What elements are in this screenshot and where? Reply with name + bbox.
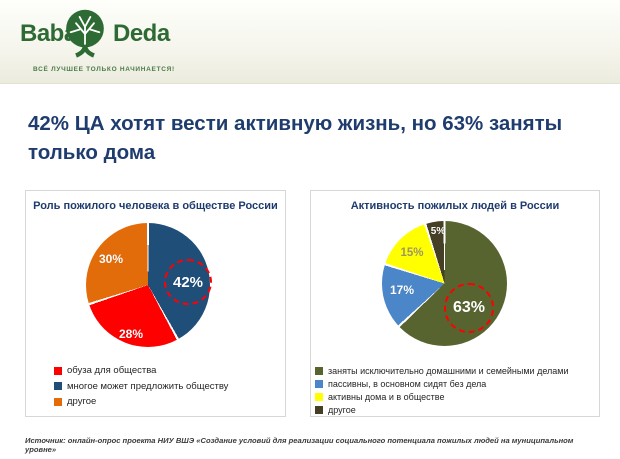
legend-activity: заняты исключительно домашними и семейны… [315,366,569,415]
slide-title: 42% ЦА хотят вести активную жизнь, но 63… [28,110,603,167]
legend-label: активны дома и в обществе [328,392,445,402]
legend-item: многое может предложить обществу [54,381,228,392]
legend-swatch-orange [54,397,62,406]
legend-item: активны дома и в обществе [315,392,569,402]
tree-logo-icon [59,8,111,65]
slice-label-42: 42% [172,274,204,291]
chart-panel-role: Роль пожилого человека в обществе России… [25,190,286,417]
chart-panel-activity: Активность пожилых людей в России 63% 17… [310,190,600,417]
legend-label: заняты исключительно домашними и семейны… [328,366,569,376]
legend-item: заняты исключительно домашними и семейны… [315,366,569,376]
legend-label: другое [328,405,356,415]
chart-title-activity: Активность пожилых людей в России [350,200,560,212]
legend-label: другое [67,396,97,407]
legend-label: пассивны, в основном сидят без дела [328,379,487,389]
highlight-dashed-circle [164,259,212,305]
legend-label: многое может предложить обществу [67,380,229,392]
legend-swatch-dark [315,406,323,414]
slice-label-17: 17% [389,283,415,297]
slice-label-30: 30% [98,252,124,266]
slide-title-line2: только дома [28,140,156,164]
header-band: Baba Deda ВСЁ ЛУЧШЕЕ ТОЛЬКО НАЧИНАЕТСЯ! [0,0,620,84]
source-note: Источник: онлайн-опрос проекта НИУ ВШЭ «… [25,436,574,454]
legend-swatch-blue [54,382,62,390]
legend-label: обуза для общества [67,365,157,376]
slide-title-line1: 42% ЦА хотят вести активную жизнь, но 63… [28,112,563,135]
legend-swatch-red [54,366,62,375]
legend-item: другое [54,396,228,407]
highlight-dashed-circle [444,283,494,333]
chart-title-role: Роль пожилого человека в обществе России [33,200,278,212]
slice-label-63: 63% [452,299,486,316]
legend-swatch-olive [315,367,323,375]
legend-item: пассивны, в основном сидят без дела [315,379,569,389]
slice-label-5: 5% [430,226,446,237]
legend-item: другое [315,405,569,415]
slice-label-28: 28% [118,327,144,341]
logo-word-deda: Deda [113,20,170,47]
logo-tagline: ВСЁ ЛУЧШЕЕ ТОЛЬКО НАЧИНАЕТСЯ! [33,66,175,73]
slice-label-15: 15% [400,247,424,259]
legend-item: обуза для общества [54,365,228,376]
legend-swatch-yellow [315,393,323,401]
legend-role: обуза для общества многое может предложи… [54,365,228,407]
legend-swatch-lightblue [315,380,323,388]
